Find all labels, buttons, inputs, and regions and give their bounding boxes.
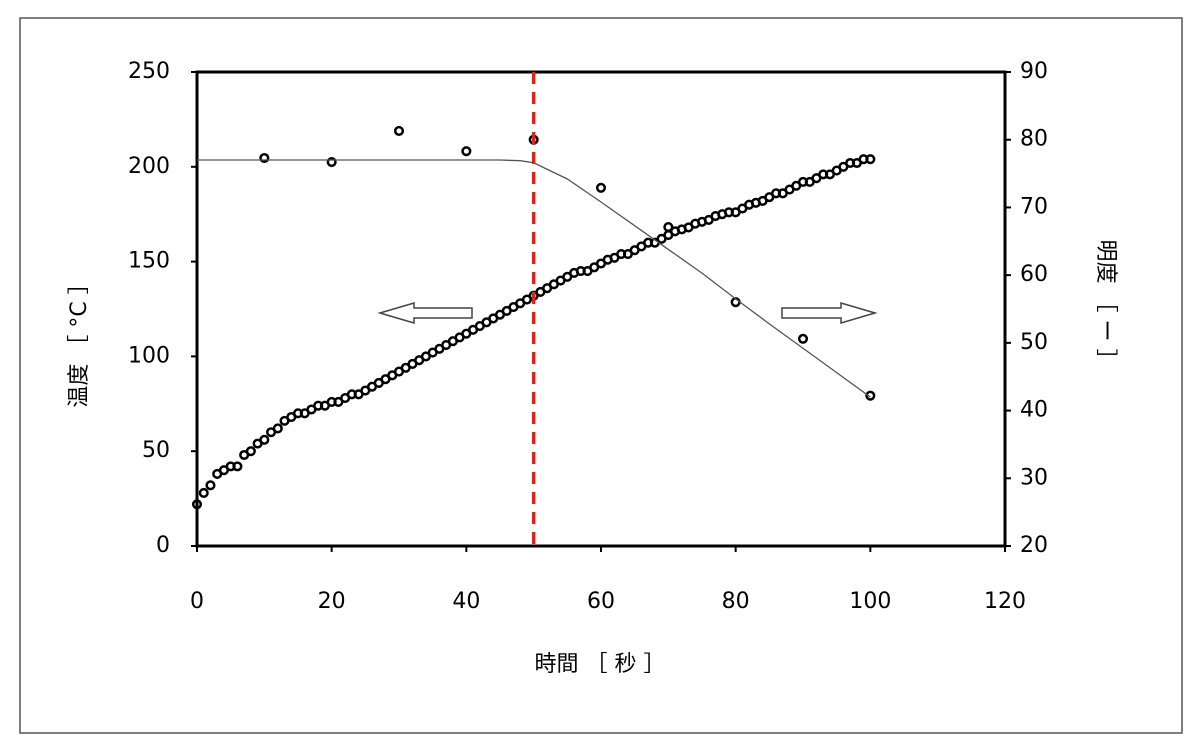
data-point <box>797 333 809 344</box>
y2-tick-label: 30 <box>1020 465 1048 490</box>
x-tick-label: 40 <box>452 589 480 614</box>
data-point <box>205 480 216 491</box>
data-point <box>865 390 876 401</box>
y-tick-label: 0 <box>156 533 170 558</box>
data-point <box>191 499 203 510</box>
y2-tick-label: 90 <box>1020 59 1048 84</box>
chart-border <box>19 17 1183 734</box>
x-tick-label: 80 <box>722 589 750 614</box>
data-point <box>461 146 472 157</box>
y2-tick-label: 70 <box>1020 194 1048 219</box>
y2-axis-label: 明度 ［ ー ］ <box>1093 240 1118 371</box>
data-point <box>259 152 270 164</box>
data-point <box>259 434 270 445</box>
data-point <box>245 446 256 457</box>
y-tick-label: 50 <box>142 438 170 463</box>
fit-line <box>197 159 871 398</box>
data-point <box>595 182 607 193</box>
y2-tick-label: 60 <box>1020 262 1048 287</box>
data-point <box>326 157 337 168</box>
y-axis-label: 温度 ［ °C ］ <box>67 272 92 407</box>
plot-frame <box>195 70 1007 548</box>
y-tick-label: 100 <box>128 343 170 368</box>
y2-tick-label: 50 <box>1020 330 1048 355</box>
x-tick-label: 60 <box>587 589 615 614</box>
y-tick-label: 250 <box>128 59 170 84</box>
data-point <box>393 125 405 136</box>
y-tick-label: 150 <box>128 249 170 274</box>
y2-tick-label: 40 <box>1020 398 1048 423</box>
y-tick-label: 200 <box>128 154 170 179</box>
arrow-right <box>781 301 878 325</box>
data-point <box>663 222 674 233</box>
x-tick-label: 120 <box>984 589 1026 614</box>
data-point <box>272 423 283 434</box>
y2-tick-label: 80 <box>1020 127 1048 152</box>
arrow-left <box>377 301 473 325</box>
x-tick-label: 100 <box>849 589 891 614</box>
x-tick-label: 20 <box>318 589 346 614</box>
data-point <box>198 487 209 498</box>
x-axis-label: 時間 ［ 秒 ］ <box>535 652 666 677</box>
data-point <box>232 461 243 472</box>
y2-tick-label: 20 <box>1020 533 1048 558</box>
data-point <box>865 154 876 165</box>
x-tick-label: 0 <box>190 589 204 614</box>
